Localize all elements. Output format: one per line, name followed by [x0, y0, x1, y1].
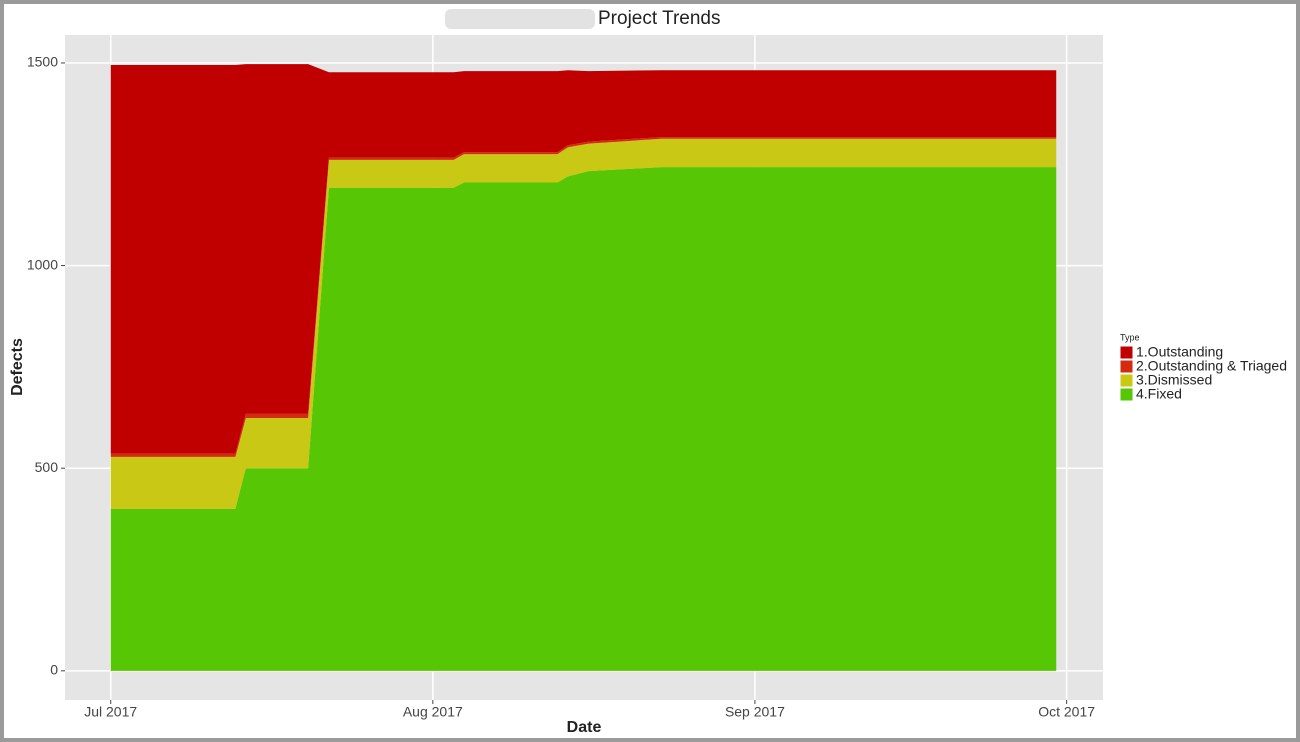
area — [110, 138, 1057, 509]
x-tick-label: Oct 2017 — [1038, 704, 1095, 720]
chart-title: Project Trends — [598, 8, 721, 29]
y-tick-label: 0 — [50, 662, 58, 678]
x-tick-label: Aug 2017 — [403, 704, 463, 720]
legend-key — [1119, 359, 1134, 374]
area — [110, 64, 1057, 454]
legend-key — [1119, 345, 1134, 360]
area — [110, 167, 1057, 671]
legend-title: Type — [1120, 332, 1140, 342]
legend-label: 3.Dismissed — [1136, 372, 1212, 388]
legend-label: 1.Outstanding — [1136, 344, 1223, 360]
blurred-title-part — [445, 9, 595, 29]
x-axis-label: Date — [567, 719, 602, 736]
y-axis-label: Defects — [9, 338, 26, 396]
x-tick-label: Sep 2017 — [725, 704, 785, 720]
legend-label: 2.Outstanding & Triaged — [1136, 358, 1287, 374]
legend-key — [1119, 373, 1134, 388]
x-tick-label: Jul 2017 — [84, 704, 137, 720]
y-tick-label: 1000 — [27, 256, 58, 272]
y-tick-label: 1500 — [27, 54, 58, 70]
legend-label: 4.Fixed — [1136, 386, 1182, 402]
legend-key — [1119, 387, 1134, 402]
y-tick-label: 500 — [35, 459, 59, 475]
